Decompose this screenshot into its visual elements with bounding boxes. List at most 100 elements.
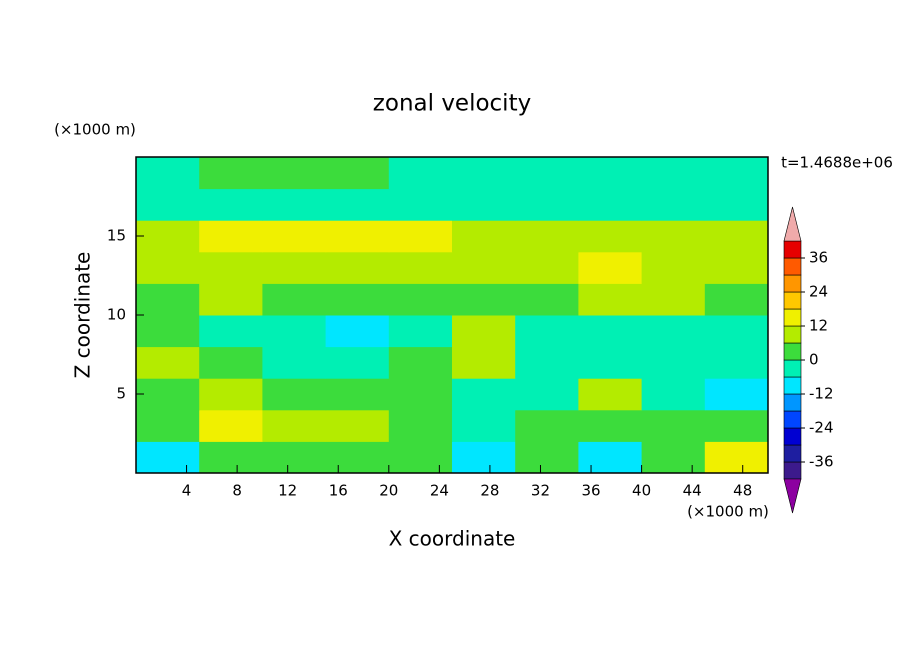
field-cell [388, 251, 453, 284]
field-cell [325, 188, 390, 221]
field-cell [578, 441, 643, 474]
x-tick-label: 12 [278, 482, 297, 500]
x-tick-label: 36 [581, 482, 600, 500]
field-cell [452, 157, 516, 190]
x-tick-label: 44 [683, 482, 702, 500]
field-cell [262, 315, 327, 348]
colorbar-box [783, 257, 802, 276]
field-cell [641, 157, 706, 190]
y-axis-label: Z coordinate [71, 252, 95, 379]
field-cell [199, 283, 263, 316]
x-tick-label: 32 [531, 482, 550, 500]
x-tick-label: 48 [733, 482, 752, 500]
field-cell [452, 283, 516, 316]
field-cell [578, 220, 643, 253]
colorbar-box [783, 342, 802, 361]
field-cell [199, 441, 263, 474]
x-tick-label: 20 [379, 482, 398, 500]
field-cell [515, 157, 579, 190]
colorbar-tick-label: -24 [809, 419, 834, 437]
field-cell [704, 315, 769, 348]
x-tick-label: 4 [182, 482, 192, 500]
field-cell [136, 283, 200, 316]
field-cell [325, 315, 390, 348]
field-cell [199, 157, 263, 190]
field-cell [199, 188, 263, 221]
field-cell [515, 441, 579, 474]
field-cell [578, 346, 643, 379]
field-cell [262, 220, 327, 253]
colorbar-box [783, 461, 802, 480]
field-cell [452, 315, 516, 348]
field-cell [262, 283, 327, 316]
field-cell [262, 378, 327, 411]
colorbar-box [783, 274, 802, 293]
field-cell [199, 409, 263, 442]
field-cell [641, 315, 706, 348]
field-cell [199, 251, 263, 284]
field-cell [578, 315, 643, 348]
y-unit: (×1000 m) [54, 121, 136, 139]
field-cell [704, 283, 769, 316]
field-cell [136, 346, 200, 379]
field-cell [388, 409, 453, 442]
field-cell [199, 220, 263, 253]
field-cell [704, 157, 769, 190]
field-cell [136, 251, 200, 284]
field-cell [704, 409, 769, 442]
colorbar-tick-label: -12 [809, 385, 834, 403]
y-tick-label: 5 [116, 385, 126, 403]
field-cell [136, 157, 200, 190]
colorbar-tick-label: -36 [809, 453, 834, 471]
x-axis-label: X coordinate [389, 527, 516, 551]
field-cell [325, 157, 390, 190]
colorbar-box [783, 427, 802, 446]
field-cell [641, 220, 706, 253]
field-cell [388, 346, 453, 379]
field-cell [704, 346, 769, 379]
field-cell [515, 220, 579, 253]
field-cell [641, 188, 706, 221]
colorbar-extend-low [783, 478, 802, 514]
field-cell [262, 188, 327, 221]
time-annotation: t=1.4688e+06 [781, 154, 893, 172]
field-cell [388, 441, 453, 474]
x-unit: (×1000 m) [687, 503, 769, 521]
field-cell [578, 157, 643, 190]
field-cell [704, 188, 769, 221]
field-cell [578, 188, 643, 221]
field-cell [641, 283, 706, 316]
field-cell [704, 378, 769, 411]
field-cell [136, 441, 200, 474]
colorbar-box [783, 410, 802, 429]
chart-title: zonal velocity [373, 91, 531, 117]
field-cell [388, 157, 453, 190]
field-cell [136, 378, 200, 411]
field-cell [515, 283, 579, 316]
field-cell [199, 315, 263, 348]
field-cell [515, 251, 579, 284]
colorbar-box [783, 444, 802, 463]
field-cell [641, 409, 706, 442]
colorbar-tick-label: 36 [809, 249, 828, 267]
field-cell [325, 251, 390, 284]
colorbar-box [783, 240, 802, 259]
field-cell [325, 283, 390, 316]
x-tick-label: 24 [430, 482, 449, 500]
colorbar-box [783, 359, 802, 378]
field-cell [452, 346, 516, 379]
field-cell [578, 283, 643, 316]
field-cell [262, 251, 327, 284]
field-cell [452, 251, 516, 284]
field-cell [452, 188, 516, 221]
field-cell [452, 378, 516, 411]
field-cell [515, 188, 579, 221]
field-cell [136, 220, 200, 253]
colorbar-tick-label: 24 [809, 283, 828, 301]
field-cell [452, 441, 516, 474]
field-cell [641, 346, 706, 379]
colorbar-box [783, 393, 802, 412]
field-cell [452, 409, 516, 442]
field-cell [452, 220, 516, 253]
